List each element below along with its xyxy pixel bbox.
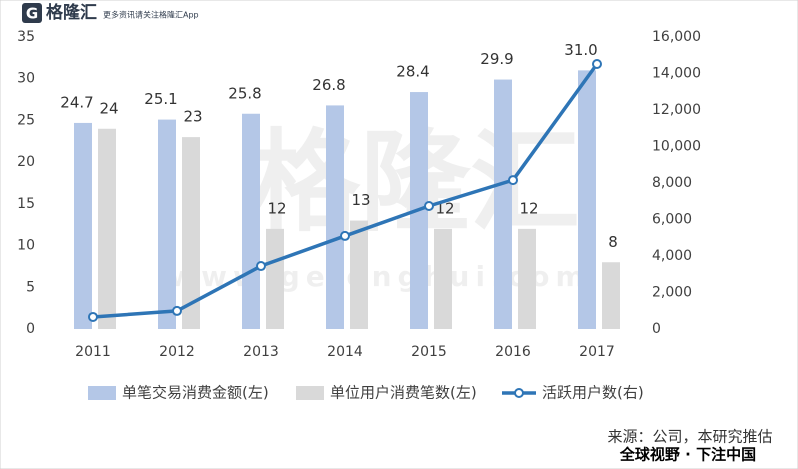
- value-label: 31.0: [564, 41, 597, 59]
- y-tick-label: 25: [17, 112, 35, 128]
- bar: [158, 119, 176, 329]
- bar: [494, 79, 512, 329]
- value-label: 24.7: [60, 93, 93, 111]
- x-tick-label: 2017: [579, 344, 615, 360]
- y2-tick-label: 2,000: [652, 285, 692, 301]
- y2-tick-label: 4,000: [652, 248, 692, 264]
- x-tick-label: 2016: [495, 344, 531, 360]
- y2-tick-label: 0: [652, 321, 661, 337]
- source: 来源：公司，本研究推估: [607, 428, 772, 446]
- value-label: 29.9: [480, 50, 513, 68]
- value-label: 25.8: [228, 84, 261, 102]
- line-marker: [88, 311, 98, 322]
- y-tick-label: 30: [17, 71, 35, 87]
- value-label: 24: [99, 99, 118, 117]
- y-tick-label: 15: [17, 196, 35, 212]
- x-tick-label: 2013: [243, 344, 279, 360]
- logo-box: [22, 3, 42, 23]
- y2-tick-label: 8,000: [652, 175, 692, 191]
- bar: [578, 70, 596, 329]
- logo-mark: G: [26, 5, 38, 23]
- line-marker: [256, 261, 266, 272]
- value-label: 12: [519, 199, 538, 217]
- y-tick-label: 5: [26, 279, 35, 295]
- value-label: 12: [267, 199, 286, 217]
- x-tick-label: 2015: [411, 344, 447, 360]
- y2-tick-label: 16,000: [652, 29, 701, 45]
- line-marker: [424, 200, 434, 211]
- y-tick-label: 20: [17, 154, 35, 170]
- line-marker: [508, 175, 518, 186]
- value-label: 26.8: [312, 76, 345, 94]
- y-tick-label: 0: [26, 321, 35, 337]
- line-marker: [172, 305, 182, 316]
- x-tick-label: 2014: [327, 344, 363, 360]
- bar: [350, 220, 368, 329]
- y-tick-label: 35: [17, 29, 35, 45]
- value-label: 23: [183, 108, 202, 126]
- x-tick-label: 2012: [159, 344, 195, 360]
- slogan: 更多资讯请关注格隆汇App: [103, 10, 199, 20]
- y2-tick-label: 14,000: [652, 66, 701, 82]
- y-tick-label: 10: [17, 238, 35, 254]
- tagline: 全球视野 · 下注中国: [619, 446, 756, 464]
- legend-label: 单位用户消费笔数(左): [330, 384, 477, 402]
- bar: [326, 105, 344, 329]
- legend-label: 单笔交易消费金额(左): [122, 384, 269, 402]
- value-label: 13: [351, 191, 370, 209]
- value-label: 8: [608, 233, 618, 251]
- legend-swatch: [88, 386, 116, 400]
- x-tick-label: 2011: [75, 344, 111, 360]
- bar: [74, 122, 92, 329]
- bar: [266, 228, 284, 329]
- bar: [434, 228, 452, 329]
- y2-tick-label: 10,000: [652, 139, 701, 155]
- legend-label: 活跃用户数(右): [542, 384, 644, 402]
- bar: [182, 137, 200, 329]
- bar: [242, 113, 260, 329]
- legend-swatch: [514, 388, 524, 398]
- bar: [98, 128, 116, 329]
- y2-tick-label: 6,000: [652, 212, 692, 228]
- legend-swatch: [296, 386, 324, 400]
- value-label: 25.1: [144, 90, 177, 108]
- line-marker: [592, 59, 602, 70]
- logo-text: 格隆汇: [46, 2, 97, 23]
- value-label: 28.4: [396, 63, 429, 81]
- bar: [602, 262, 620, 329]
- y2-tick-label: 12,000: [652, 102, 701, 118]
- bar: [518, 228, 536, 329]
- line-marker: [340, 230, 350, 241]
